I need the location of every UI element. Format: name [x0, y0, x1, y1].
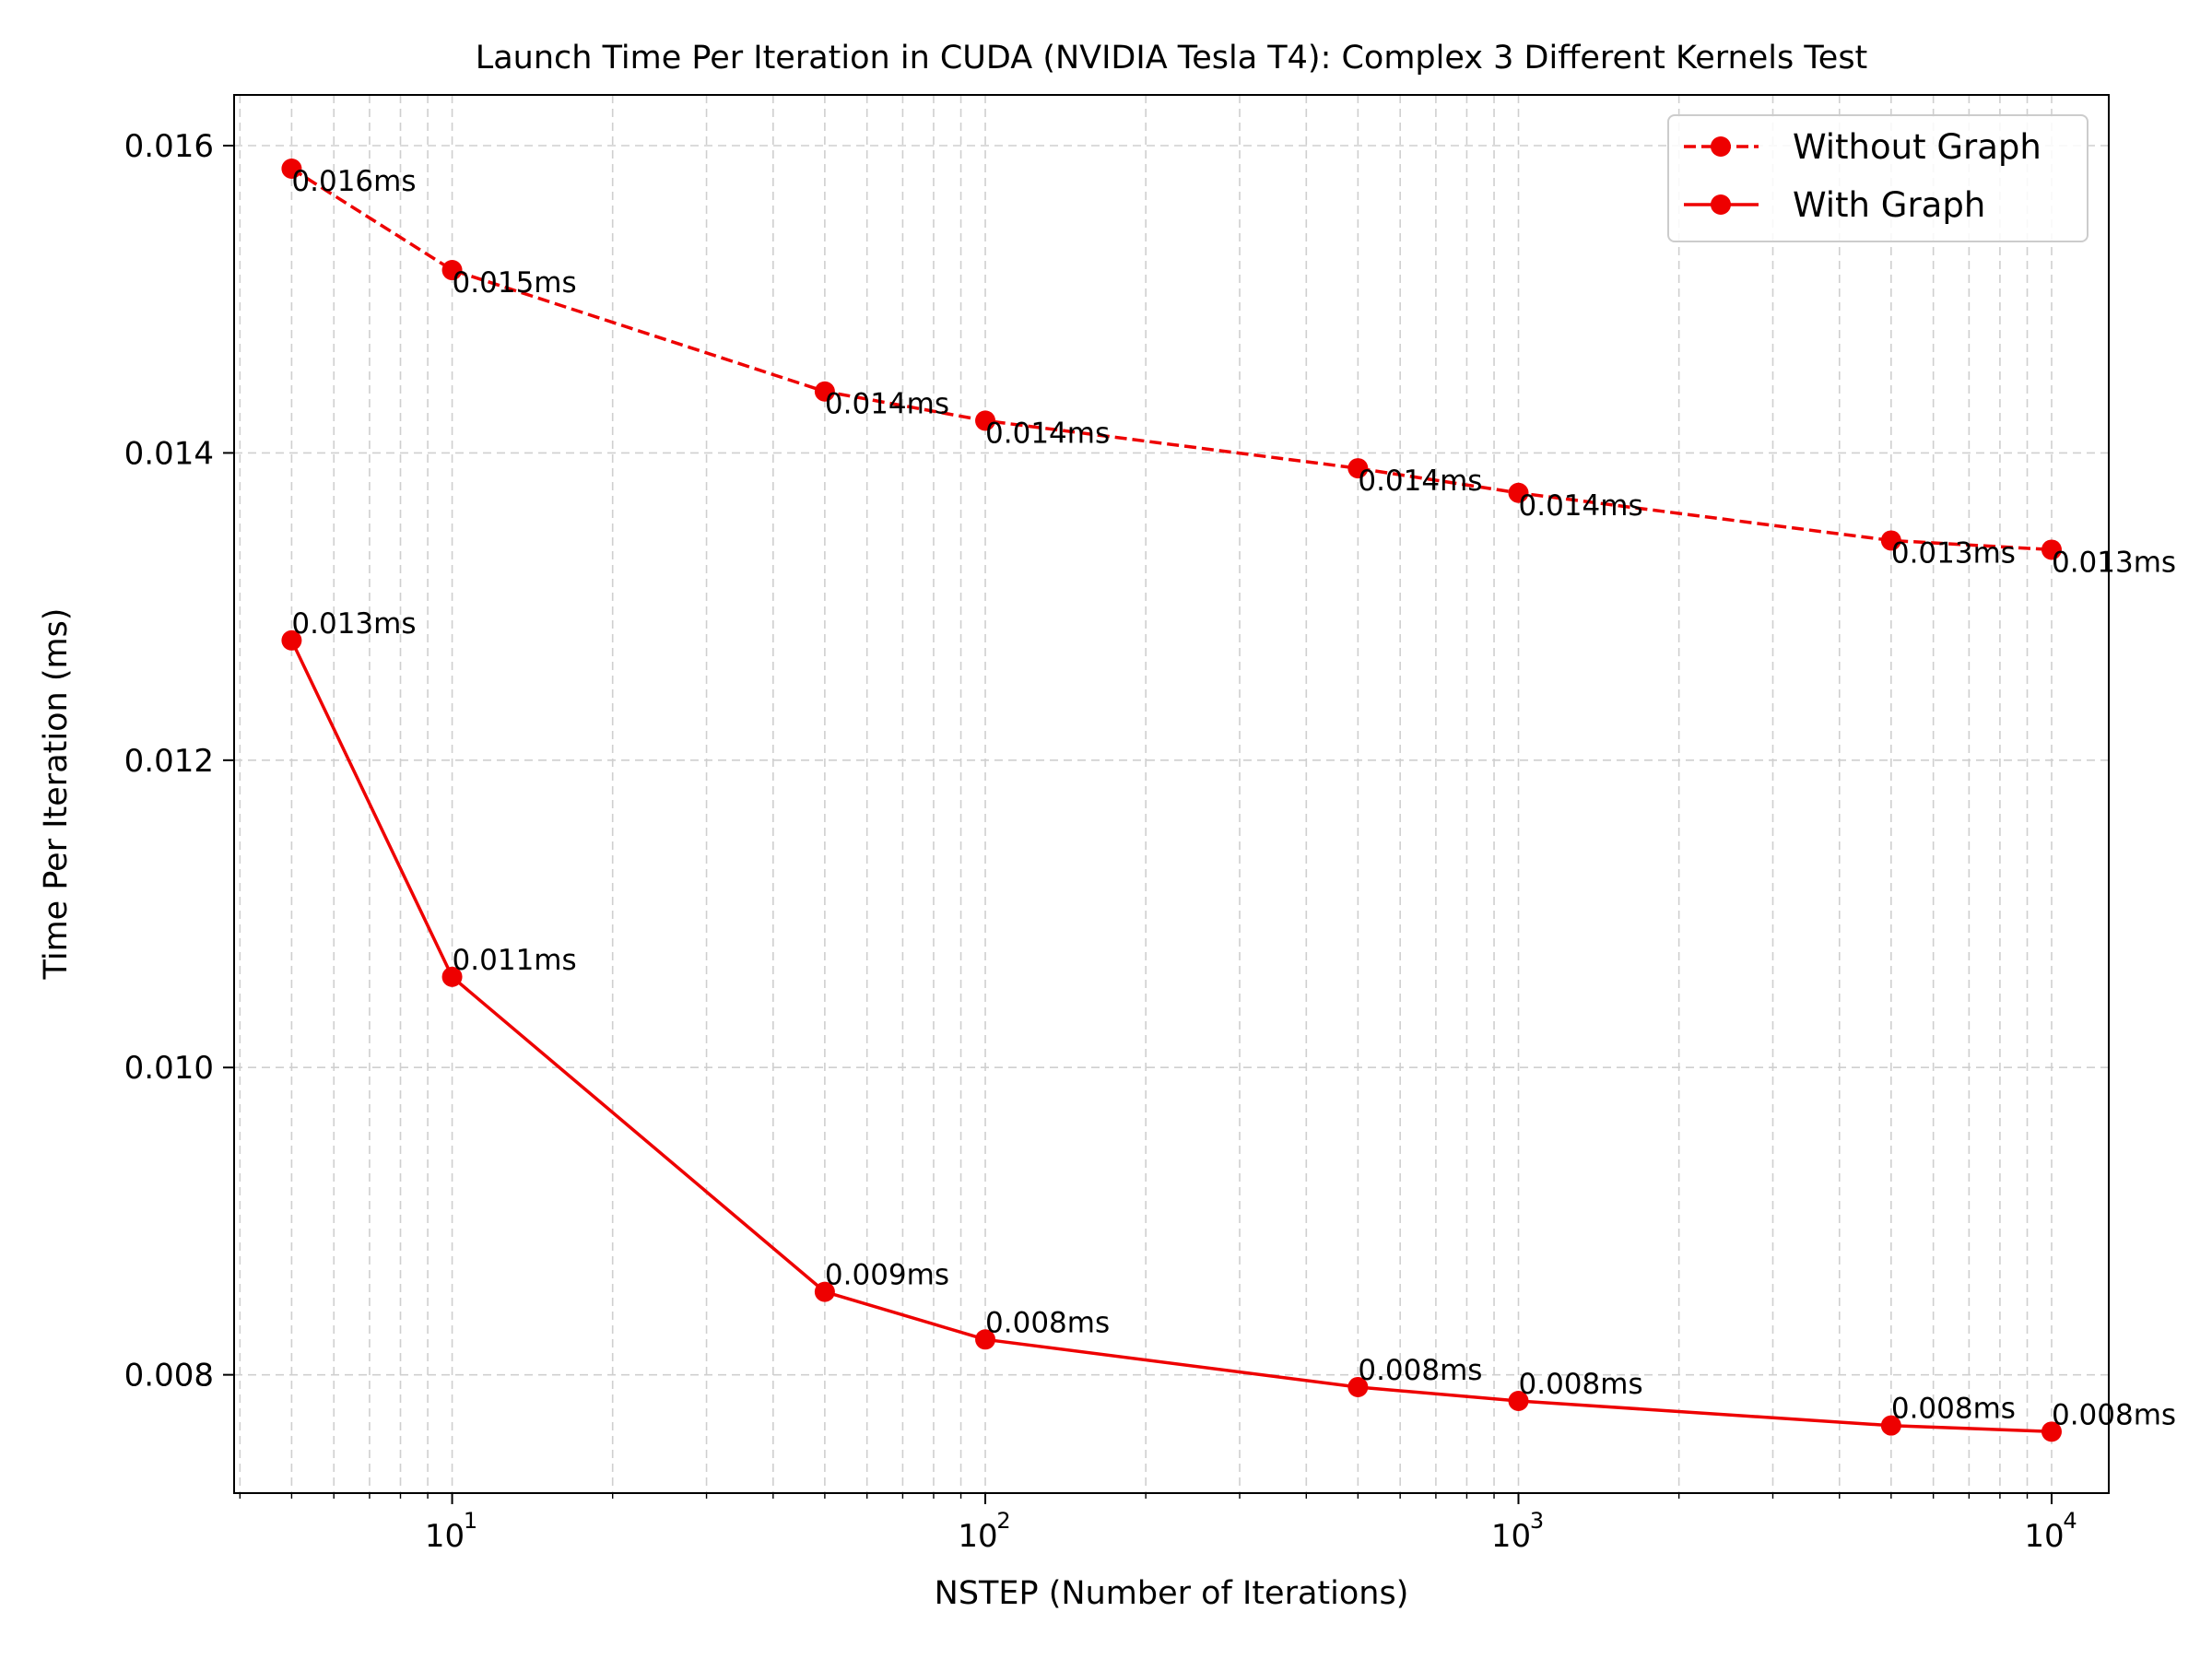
data-point-with-graph — [975, 1329, 996, 1350]
series-line-with-graph — [289, 640, 2053, 1434]
data-point-with-graph — [1508, 1390, 1529, 1411]
x-tick-exponent: 1 — [464, 1508, 477, 1534]
data-point-with-graph — [281, 629, 302, 651]
x-tick-exponent: 4 — [2063, 1508, 2077, 1534]
legend-label-with-graph: With Graph — [1793, 185, 1985, 225]
data-point-without-graph — [975, 410, 996, 431]
data-point-without-graph — [1347, 458, 1369, 479]
data-label-with-graph: 0.013ms — [291, 607, 416, 641]
legend: Without Graph With Graph — [1667, 114, 2088, 242]
data-point-with-graph — [441, 966, 463, 987]
plot-frame — [233, 94, 2110, 1494]
y-axis-label: Time Per Iteration (ms) — [38, 608, 75, 981]
series-line-without-graph — [290, 167, 2053, 552]
y-tick-label: 0.014 — [124, 435, 214, 472]
data-label-without-graph: 0.013ms — [1891, 536, 2016, 570]
legend-box — [1667, 114, 2088, 242]
data-label-without-graph: 0.014ms — [1358, 465, 1482, 498]
data-label-without-graph: 0.013ms — [2052, 546, 2176, 579]
x-tick-exponent: 2 — [996, 1508, 1010, 1534]
data-point-with-graph — [1880, 1415, 1901, 1436]
x-tick-label: 10 — [2024, 1518, 2064, 1555]
data-point-with-graph — [814, 1281, 835, 1302]
y-tick-label: 0.012 — [124, 743, 214, 780]
data-label-with-graph: 0.009ms — [825, 1259, 949, 1292]
data-label-with-graph: 0.008ms — [1519, 1368, 1643, 1401]
x-axis-ticks: 101 102 103 104 — [239, 1493, 2077, 1555]
grid-lines — [234, 95, 2109, 1493]
x-tick-label: 10 — [425, 1518, 465, 1555]
x-tick-label: 10 — [958, 1518, 997, 1555]
data-label-without-graph: 0.015ms — [453, 266, 577, 300]
x-axis-label: NSTEP (Number of Iterations) — [935, 1575, 1409, 1612]
data-point-without-graph — [441, 260, 463, 281]
data-label-without-graph: 0.014ms — [1519, 489, 1643, 523]
y-axis-ticks: 0.008 0.010 0.012 0.014 0.016 — [124, 128, 234, 1394]
x-tick-label: 10 — [1491, 1518, 1531, 1555]
data-point-without-graph — [814, 381, 835, 402]
data-label-with-graph: 0.008ms — [985, 1306, 1110, 1339]
data-label-without-graph: 0.014ms — [985, 417, 1110, 450]
data-label-with-graph: 0.008ms — [1891, 1393, 2016, 1426]
series-layer — [281, 159, 2062, 1442]
data-point-without-graph — [2041, 539, 2062, 560]
data-point-without-graph — [1880, 530, 1901, 551]
data-label-with-graph: 0.011ms — [453, 944, 577, 977]
data-point-without-graph — [1508, 482, 1529, 503]
legend-marker-without-graph — [1711, 136, 1731, 157]
legend-marker-with-graph — [1711, 194, 1731, 215]
x-tick-exponent: 3 — [1530, 1508, 1544, 1534]
y-tick-label: 0.010 — [124, 1050, 214, 1087]
data-point-with-graph — [1347, 1376, 1369, 1397]
y-tick-label: 0.016 — [124, 128, 214, 165]
y-tick-label: 0.008 — [124, 1358, 214, 1394]
data-label-with-graph: 0.008ms — [2052, 1398, 2176, 1431]
data-labels: 0.016ms 0.015ms 0.014ms 0.014ms 0.014ms 0.014… — [291, 165, 2176, 1431]
data-label-with-graph: 0.008ms — [1358, 1354, 1482, 1387]
chart-title: Launch Time Per Iteration in CUDA (NVIDI… — [476, 40, 1868, 76]
data-point-with-graph — [2041, 1421, 2062, 1442]
data-label-without-graph: 0.014ms — [825, 388, 949, 421]
data-label-without-graph: 0.016ms — [291, 165, 416, 198]
data-point-without-graph — [281, 159, 302, 180]
legend-label-without-graph: Without Graph — [1793, 127, 2041, 167]
